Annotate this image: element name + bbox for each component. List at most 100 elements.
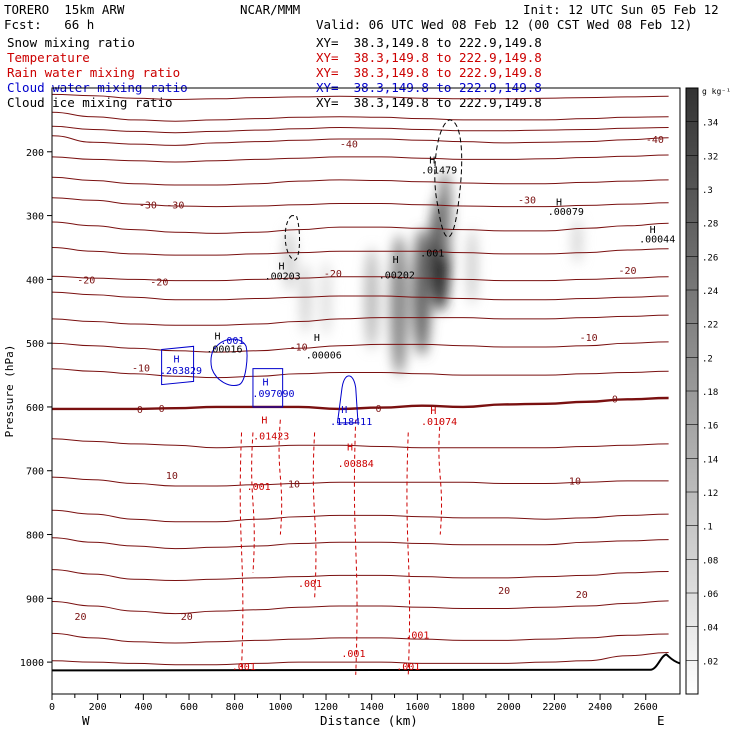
max-label-16: H [173, 354, 179, 365]
colorbar-label-0: .34 [702, 119, 718, 129]
y-tick-label-2: 400 [26, 275, 44, 286]
terrain-line [52, 653, 680, 672]
snow-shade-4 [389, 234, 409, 376]
max-label-4: H [314, 333, 320, 344]
isotherm-7 [52, 221, 669, 234]
colorbar-label-9: .16 [702, 422, 718, 432]
max-label-29: .001 [298, 579, 322, 590]
colorbar-label-1: .32 [702, 152, 718, 162]
isotherm-label-15: 0 [612, 395, 618, 406]
snow-shade-3 [364, 247, 379, 350]
colorbar-label-11: .12 [702, 489, 718, 499]
max-label-8: .001 [420, 249, 444, 260]
isotherm-label-19: 20 [75, 612, 87, 623]
isotherm-5 [52, 176, 669, 186]
west-label: W [82, 713, 90, 728]
max-label-26: H [347, 442, 353, 453]
colorbar-label-3: .28 [702, 220, 718, 230]
east-label: E [657, 713, 665, 728]
max-label-22: H [261, 416, 267, 427]
colorbar-label-10: .14 [702, 455, 718, 465]
max-label-0: H [278, 261, 284, 272]
isotherm-20 [52, 600, 669, 615]
isotherm-label-13: 0 [159, 404, 165, 415]
y-tick-label-0: 200 [26, 148, 44, 159]
x-tick-label-7: 1400 [360, 702, 384, 713]
y-tick-label-3: 500 [26, 339, 44, 350]
max-label-23: .01423 [253, 432, 289, 443]
isotherm-label-3: -30 [166, 201, 184, 212]
isotherm-label-10: -10 [290, 342, 308, 353]
x-tick-label-2: 400 [134, 702, 152, 713]
max-label-7: .01479 [421, 166, 457, 177]
colorbar-label-6: .22 [702, 321, 718, 331]
isotherm-label-14: 0 [376, 404, 382, 415]
rain-contour-5 [406, 432, 411, 675]
plot-frame [51, 87, 681, 695]
colorbar-label-13: .08 [702, 556, 718, 566]
isotherm-label-18: 10 [569, 476, 581, 487]
snow-shade-2 [321, 260, 332, 337]
field-label-temperature: Temperature [7, 50, 90, 65]
isotherm-label-7: -20 [324, 269, 342, 280]
field-xy-rain: XY= 38.3,149.8 to 222.9,149.8 [316, 65, 542, 80]
max-label-19: .097090 [252, 389, 294, 400]
y-axis-title: Pressure (hPa) [3, 345, 16, 438]
cloud-water-contour-3 [336, 375, 359, 424]
colorbar-unit: g kg⁻¹ [702, 87, 731, 96]
field-xy-cloud-ice: XY= 38.3,149.8 to 222.9,149.8 [316, 95, 542, 110]
rain-contour-0 [239, 432, 244, 669]
max-label-30: .001 [405, 631, 429, 642]
isotherm-13 [52, 368, 669, 379]
isotherm-15 [52, 438, 669, 449]
isotherm-label-0: -40 [340, 139, 358, 150]
snow-shade-5 [412, 228, 432, 356]
field-label-snow: Snow mixing ratio [7, 35, 135, 50]
max-label-1: .00203 [265, 272, 301, 283]
cloud-water-contour-1 [161, 345, 195, 386]
field-xy-snow: XY= 38.3,149.8 to 222.9,149.8 [316, 35, 542, 50]
isotherm-label-22: 20 [576, 590, 588, 601]
cloud-ice-contour-1 [284, 215, 300, 261]
max-label-33: .001 [396, 662, 420, 673]
max-label-10: .00079 [548, 207, 584, 218]
cloud-water-contour-0 [210, 338, 248, 386]
isotherm-4 [52, 154, 669, 163]
cloud-water-contour-2 [252, 368, 284, 408]
max-label-15: .001 [220, 336, 244, 347]
y-tick-label-4: 600 [26, 403, 44, 414]
y-tick-label-8: 1000 [20, 658, 44, 669]
x-tick-label-1: 200 [89, 702, 107, 713]
cloud-ice-contour-0 [434, 119, 463, 238]
max-label-24: H [430, 406, 436, 417]
isotherm-label-17: 10 [288, 479, 300, 490]
isotherm-label-20: 20 [181, 612, 193, 623]
x-tick-label-13: 2600 [634, 702, 658, 713]
max-label-14: .00016 [206, 344, 242, 355]
isotherm-10 [52, 291, 669, 301]
isotherm-19 [52, 569, 669, 582]
max-label-21: .118411 [330, 417, 372, 428]
isotherm-label-16: 10 [166, 471, 178, 482]
colorbar-label-4: .26 [702, 253, 718, 263]
colorbar-label-16: .02 [702, 657, 718, 667]
isotherm-18 [52, 537, 669, 550]
field-xy-temperature: XY= 38.3,149.8 to 222.9,149.8 [316, 50, 542, 65]
rain-contour-1 [251, 432, 255, 573]
rain-contour-2 [278, 419, 283, 535]
max-label-11: H [650, 225, 656, 236]
max-label-12: .00044 [639, 235, 675, 246]
max-label-25: .01074 [421, 417, 457, 428]
x-tick-label-6: 1200 [314, 702, 338, 713]
isotherm-17 [52, 509, 669, 523]
snow-shade-9 [572, 218, 582, 264]
forecast-label: Fcst: 66 h [4, 17, 95, 32]
x-tick-label-0: 0 [49, 702, 55, 713]
max-label-2: H [393, 255, 399, 266]
isotherm-9 [52, 275, 669, 282]
max-label-32: .001 [232, 662, 256, 673]
y-tick-label-5: 700 [26, 467, 44, 478]
colorbar-label-14: .06 [702, 590, 718, 600]
max-label-31: .001 [341, 649, 365, 660]
